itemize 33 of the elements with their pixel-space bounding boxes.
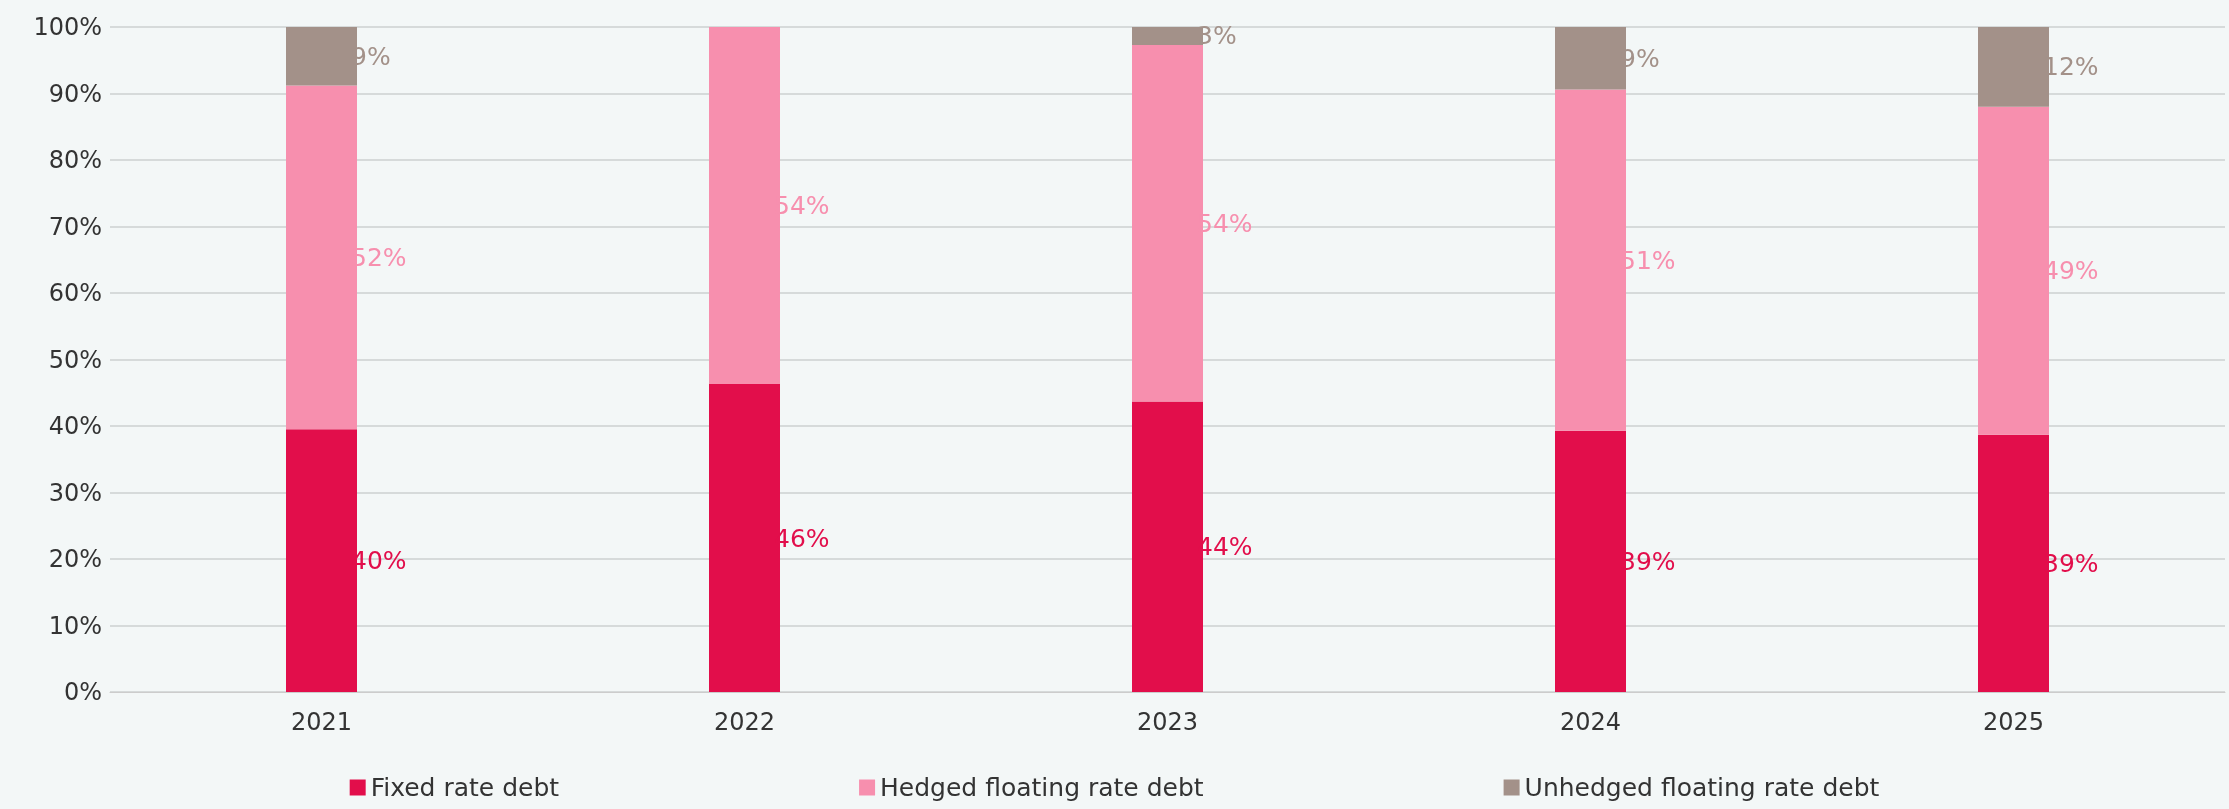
y-tick-label: 100% (33, 13, 102, 41)
x-tick-label: 2023 (1136, 708, 1199, 736)
bar (709, 27, 780, 385)
y-tick-label: 90% (48, 79, 102, 108)
legend-label: Fixed rate debt (370, 773, 560, 802)
y-tick-label: 80% (48, 146, 102, 174)
bar (286, 429, 357, 692)
y-tick-label: 70% (48, 212, 102, 241)
bar (1978, 434, 2049, 692)
bar (1555, 430, 1626, 692)
bar (1132, 44, 1203, 402)
bar (286, 85, 357, 430)
x-tick-label: 2021 (290, 708, 353, 736)
bar (709, 384, 780, 692)
y-tick-label: 50% (48, 345, 102, 374)
x-tick-label: 2025 (1982, 708, 2045, 736)
x-tick-label: 2024 (1559, 708, 1622, 736)
bar (1555, 27, 1626, 90)
y-tick-label: 60% (48, 279, 102, 307)
bar (1978, 106, 2049, 435)
data-label: 12% (2043, 52, 2099, 82)
x-tick-label: 2022 (713, 708, 776, 736)
legend-label: Hedged floating rate debt (880, 773, 1204, 802)
bar (1132, 401, 1203, 692)
y-tick-label: 10% (48, 611, 102, 640)
y-tick-label: 0% (63, 678, 102, 706)
bar (286, 27, 357, 86)
y-tick-label: 40% (48, 412, 102, 440)
y-tick-label: 30% (48, 478, 102, 507)
legend-label: Unhedged floating rate debt (1524, 773, 1880, 802)
bar (1978, 27, 2049, 107)
bar (1555, 89, 1626, 431)
y-tick-label: 20% (48, 545, 102, 573)
